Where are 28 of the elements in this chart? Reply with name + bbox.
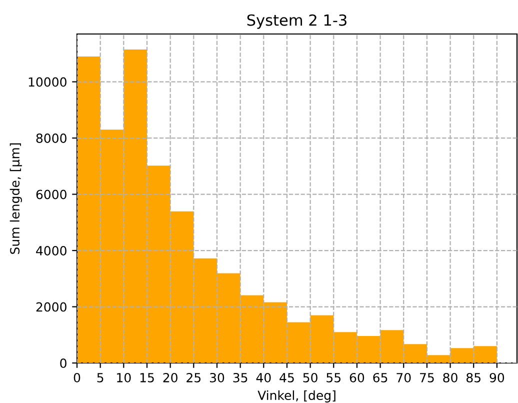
y-tick-label: 4000	[36, 246, 66, 256]
x-tick-label: 60	[350, 372, 364, 382]
x-tick-label: 65	[373, 372, 388, 382]
x-tick-label: 40	[256, 372, 271, 382]
x-tick-label: 10	[117, 372, 131, 382]
x-axis-title: Vinkel, [deg]	[258, 390, 336, 402]
x-tick-label: 75	[420, 373, 434, 382]
x-tick-label: 20	[163, 372, 178, 382]
x-tick-label: 5	[97, 373, 104, 382]
x-tick-label: 35	[233, 372, 248, 382]
x-tick-label: 70	[396, 372, 411, 382]
y-tick-label: 10000	[28, 77, 66, 87]
x-tick-label: 55	[326, 373, 340, 382]
chart-title: System 2 1-3	[247, 14, 346, 29]
x-tick-label: 30	[210, 372, 224, 382]
x-tick-label: 0	[74, 372, 80, 382]
y-tick-label: 6000	[36, 190, 66, 200]
y-tick-label: 8000	[36, 134, 66, 143]
x-tick-label: 80	[443, 372, 458, 382]
x-tick-label: 25	[186, 372, 201, 382]
x-tick-label: 50	[303, 372, 318, 382]
y-tick-label: 2000	[36, 302, 66, 312]
y-tick-label: 0	[60, 358, 66, 368]
x-tick-label: 85	[466, 372, 480, 382]
x-tick-label: 15	[140, 373, 154, 382]
x-tick-label: 90	[490, 372, 504, 382]
x-tick-label: 45	[280, 373, 294, 382]
y-axis-title: Sum lengde, [µm]	[10, 143, 22, 254]
